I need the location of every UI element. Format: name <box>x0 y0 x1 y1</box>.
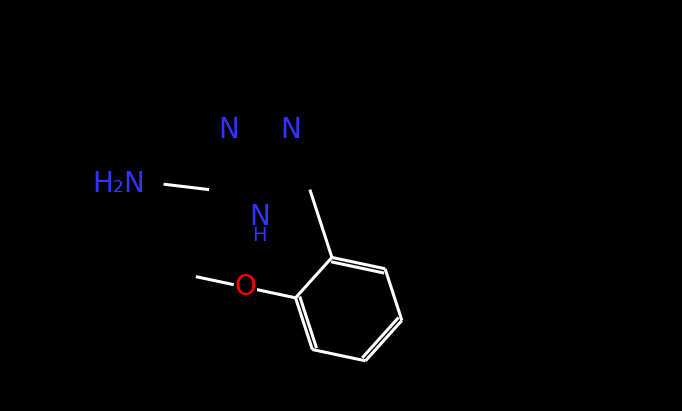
Text: H: H <box>252 226 267 245</box>
Text: O: O <box>235 273 256 301</box>
Text: H₂N: H₂N <box>92 170 145 198</box>
Text: N: N <box>218 116 239 144</box>
Text: N: N <box>280 116 301 144</box>
Text: N: N <box>249 203 270 231</box>
